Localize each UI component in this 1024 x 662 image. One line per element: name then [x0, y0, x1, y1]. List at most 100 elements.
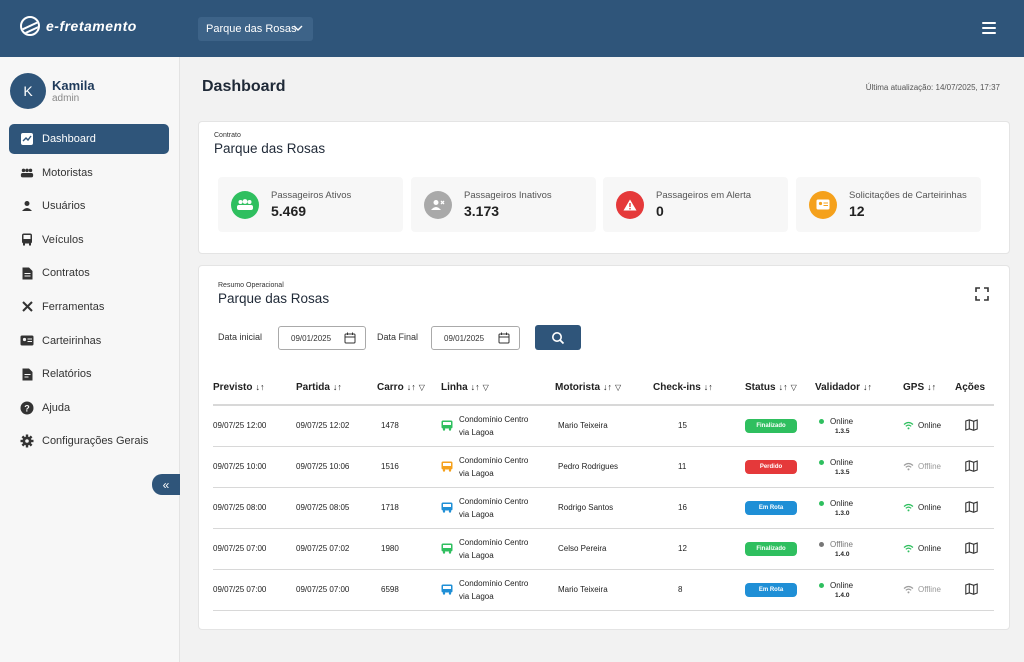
cell-linha: Condomínio Centro via Lagoa [441, 487, 555, 529]
map-icon[interactable] [965, 459, 978, 472]
col-header-linha[interactable]: Linha ↓↑ ▽ [441, 371, 555, 406]
cell-motorista: Pedro Rodrigues [555, 446, 653, 488]
contract-card: Contrato Parque das Rosas Passageiros At… [198, 121, 1010, 254]
wifi-icon [903, 585, 914, 594]
status-badge: Em Rota [745, 582, 797, 597]
sidebar-collapse-button[interactable]: « [152, 474, 180, 495]
contract-select[interactable]: Parque das Rosas [198, 17, 313, 41]
cell-partida: 09/07/25 07:00 [296, 569, 377, 611]
table-row[interactable]: 09/07/25 12:00 09/07/25 12:02 1478 Condo… [213, 405, 994, 447]
trips-table: Previsto ↓↑ Partida ↓↑ Carro ↓↑ ▽ Linha ↓↑ ▽ M… [213, 371, 994, 611]
gps-status: Offline [918, 462, 941, 471]
col-header-partida[interactable]: Partida ↓↑ [296, 371, 377, 406]
table-row[interactable]: 09/07/25 10:00 09/07/25 10:06 1516 Condo… [213, 446, 994, 488]
contract-select-value: Parque das Rosas [206, 23, 297, 35]
tools-icon [20, 300, 34, 314]
status-dot-icon [819, 541, 824, 547]
validador-status: Online [830, 457, 854, 467]
cell-acoes [955, 446, 994, 488]
sidebar-item-contratos[interactable]: Contratos [9, 258, 169, 288]
sort-icon: ↓↑ [778, 382, 788, 392]
col-header-validador[interactable]: Validador ↓↑ [815, 371, 903, 406]
stat-alert-passengers[interactable]: Passageiros em Alerta 0 [603, 177, 788, 232]
cell-status: Finalizado [745, 405, 815, 447]
linha-name: Condomínio Centro [459, 537, 529, 547]
app-logo[interactable]: e-fretamento [20, 16, 137, 36]
stat-value: 0 [656, 203, 664, 219]
cell-previsto: 09/07/25 07:00 [213, 528, 296, 570]
people-icon [231, 190, 259, 219]
linha-name: Condomínio Centro [459, 455, 529, 465]
col-header-motorista[interactable]: Motorista ↓↑ ▽ [555, 371, 653, 406]
user-name: Kamila [52, 78, 95, 93]
page-title: Dashboard [202, 78, 286, 95]
col-header-carro[interactable]: Carro ↓↑ ▽ [377, 371, 441, 406]
svg-text:?: ? [24, 403, 30, 413]
avatar: K [10, 73, 46, 109]
map-icon[interactable] [965, 582, 978, 595]
col-header-gps[interactable]: GPS ↓↑ [903, 371, 955, 406]
linha-via: via Lagoa [459, 550, 494, 560]
user-role: admin [52, 93, 80, 104]
sidebar-item-ajuda[interactable]: ? Ajuda [9, 393, 169, 423]
sidebar-item-veiculos[interactable]: Veículos [9, 225, 169, 255]
sidebar-item-label: Configurações Gerais [42, 435, 149, 448]
table-row[interactable]: 09/07/25 07:00 09/07/25 07:02 1980 Condo… [213, 528, 994, 570]
gps-status: Offline [918, 585, 941, 594]
table-row[interactable]: 09/07/25 08:00 09/07/25 08:05 1718 Condo… [213, 487, 994, 529]
start-date-input[interactable]: 09/01/2025 [278, 326, 366, 350]
sidebar-item-configuracoes[interactable]: Configurações Gerais [9, 426, 169, 456]
stat-label: Passageiros Inativos [464, 190, 552, 201]
linha-via: via Lagoa [459, 468, 494, 478]
alert-icon [616, 190, 644, 219]
col-header-status[interactable]: Status ↓↑ ▽ [745, 371, 815, 406]
stat-value: 5.469 [271, 203, 307, 219]
cell-validador: Online 1.4.0 [815, 569, 903, 611]
cell-status: Finalizado [745, 528, 815, 570]
hamburger-menu-icon[interactable] [982, 22, 996, 34]
status-badge: Finalizado [745, 541, 797, 556]
map-icon[interactable] [965, 541, 978, 554]
fullscreen-icon[interactable] [975, 287, 989, 301]
cell-gps: Online [903, 405, 955, 447]
logo-text: e-fretamento [46, 18, 137, 34]
bus-icon [441, 461, 454, 472]
cell-checkins: 12 [653, 528, 745, 570]
sidebar-item-label: Contratos [42, 267, 90, 280]
stat-inactive-passengers[interactable]: Passageiros Inativos 3.173 [411, 177, 596, 232]
validador-status: Online [830, 416, 854, 426]
map-icon[interactable] [965, 500, 978, 513]
sort-icon: ↓↑ [406, 382, 416, 392]
sidebar-item-motoristas[interactable]: Motoristas [9, 158, 169, 188]
search-button[interactable] [535, 325, 581, 350]
contract-label: Contrato [214, 132, 241, 139]
sidebar-item-label: Carteirinhas [42, 334, 102, 347]
cell-linha: Condomínio Centro via Lagoa [441, 569, 555, 611]
col-header-previsto[interactable]: Previsto ↓↑ [213, 371, 296, 406]
linha-name: Condomínio Centro [459, 496, 529, 506]
cell-carro: 1516 [377, 446, 441, 488]
cell-linha: Condomínio Centro via Lagoa [441, 405, 555, 447]
end-date-input[interactable]: 09/01/2025 [431, 326, 520, 350]
cell-previsto: 09/07/25 08:00 [213, 487, 296, 529]
cell-motorista: Mario Teixeira [555, 405, 653, 447]
sidebar-item-usuarios[interactable]: Usuários [9, 191, 169, 221]
sidebar-item-dashboard[interactable]: Dashboard [9, 124, 169, 154]
map-icon[interactable] [965, 418, 978, 431]
document-icon [20, 266, 34, 280]
table-row[interactable]: 09/07/25 07:00 09/07/25 07:00 6598 Condo… [213, 569, 994, 611]
col-header-checkins[interactable]: Check-ins ↓↑ [653, 371, 745, 406]
sidebar-item-carteirinhas[interactable]: Carteirinhas [9, 326, 169, 356]
sidebar-item-ferramentas[interactable]: Ferramentas [9, 292, 169, 322]
sidebar-item-relatorios[interactable]: Relatórios [9, 359, 169, 389]
stat-active-passengers[interactable]: Passageiros Ativos 5.469 [218, 177, 403, 232]
user-profile[interactable]: K Kamila admin [10, 73, 95, 109]
operational-name: Parque das Rosas [218, 291, 330, 306]
stat-card-requests[interactable]: Solicitações de Carteirinhas 12 [796, 177, 981, 232]
sidebar-item-label: Dashboard [42, 133, 96, 145]
id-card-icon [809, 190, 837, 219]
status-badge: Finalizado [745, 418, 797, 433]
stat-label: Solicitações de Carteirinhas [849, 190, 967, 201]
chart-icon [20, 132, 34, 146]
linha-name: Condomínio Centro [459, 578, 529, 588]
